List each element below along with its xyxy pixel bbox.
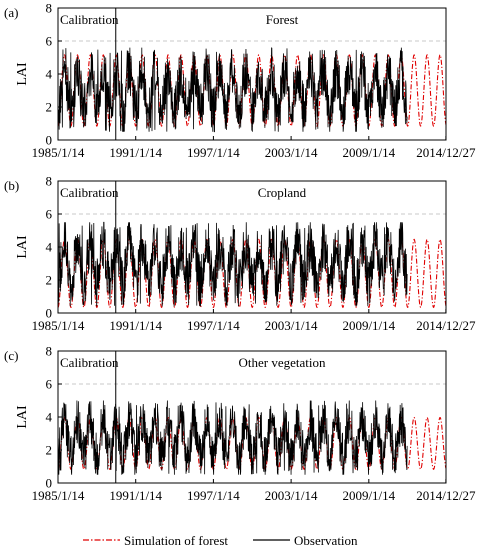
y-axis-label: LAI (15, 235, 30, 259)
y-tick-label: 6 (46, 34, 53, 49)
panel-title: Other vegetation (239, 355, 326, 370)
x-tick-label: 2003/1/14 (265, 318, 318, 333)
x-tick-label: 2003/1/14 (265, 488, 318, 503)
panel-label: (c) (4, 348, 18, 363)
x-tick-label: 1991/1/14 (109, 488, 162, 503)
panel-label: (b) (4, 178, 19, 193)
x-tick-label: 2014/12/27 (416, 318, 476, 333)
y-tick-label: 6 (46, 377, 53, 392)
y-tick-label: 2 (46, 443, 53, 458)
x-tick-label: 1997/1/14 (187, 318, 240, 333)
x-tick-label: 1985/1/14 (32, 488, 85, 503)
y-axis-label: LAI (15, 62, 30, 86)
y-tick-label: 4 (46, 410, 53, 425)
observation-series (57, 221, 408, 307)
y-tick-label: 2 (46, 100, 53, 115)
y-tick-label: 0 (46, 476, 53, 491)
observation-series (57, 47, 408, 133)
y-axis-label: LAI (15, 405, 30, 429)
y-tick-label: 6 (46, 207, 53, 222)
x-tick-label: 1985/1/14 (32, 145, 85, 160)
x-tick-label: 2009/1/14 (342, 145, 395, 160)
panel-label: (a) (4, 5, 18, 20)
calibration-label: Calibration (60, 185, 119, 200)
x-tick-label: 1991/1/14 (109, 145, 162, 160)
legend: Simulation of forest Observation (83, 533, 358, 548)
legend-observation-label: Observation (294, 533, 358, 548)
y-tick-label: 0 (46, 306, 53, 321)
y-tick-label: 2 (46, 273, 53, 288)
simulation-series (57, 238, 447, 309)
x-tick-label: 2009/1/14 (342, 488, 395, 503)
x-tick-label: 1991/1/14 (109, 318, 162, 333)
panel-title: Cropland (258, 185, 307, 200)
panel-1: 0 2 4 6 8 1985/1/14 1991/1/14 1997/1/14 2003/1/1… (4, 1, 476, 161)
legend-simulation-label: Simulation of forest (124, 533, 228, 548)
y-tick-label: 8 (46, 344, 53, 359)
calibration-label: Calibration (60, 12, 119, 27)
x-tick-label: 1997/1/14 (187, 488, 240, 503)
panel-2: 0 2 4 6 8 1985/1/14 1991/1/14 1997/1/14 2003/1/1… (4, 174, 476, 334)
panel-3: 0 2 4 6 8 1985/1/14 1991/1/14 1997/1/14 2003/1/1… (4, 344, 476, 504)
y-tick-label: 4 (46, 240, 53, 255)
x-tick-label: 2014/12/27 (416, 145, 476, 160)
x-tick-label: 2009/1/14 (342, 318, 395, 333)
x-tick-label: 2003/1/14 (265, 145, 318, 160)
calibration-label: Calibration (60, 355, 119, 370)
y-tick-label: 0 (46, 133, 53, 148)
x-tick-label: 2014/12/27 (416, 488, 476, 503)
panel-title: Forest (266, 12, 299, 27)
chart-panels: 0 2 4 6 8 1985/1/14 1991/1/14 1997/1/14 2003/1/1… (4, 1, 476, 504)
observation-series (57, 400, 408, 475)
y-tick-label: 8 (46, 1, 53, 16)
x-tick-label: 1997/1/14 (187, 145, 240, 160)
y-tick-label: 8 (46, 174, 53, 189)
y-tick-label: 4 (46, 67, 53, 82)
x-tick-label: 1985/1/14 (32, 318, 85, 333)
